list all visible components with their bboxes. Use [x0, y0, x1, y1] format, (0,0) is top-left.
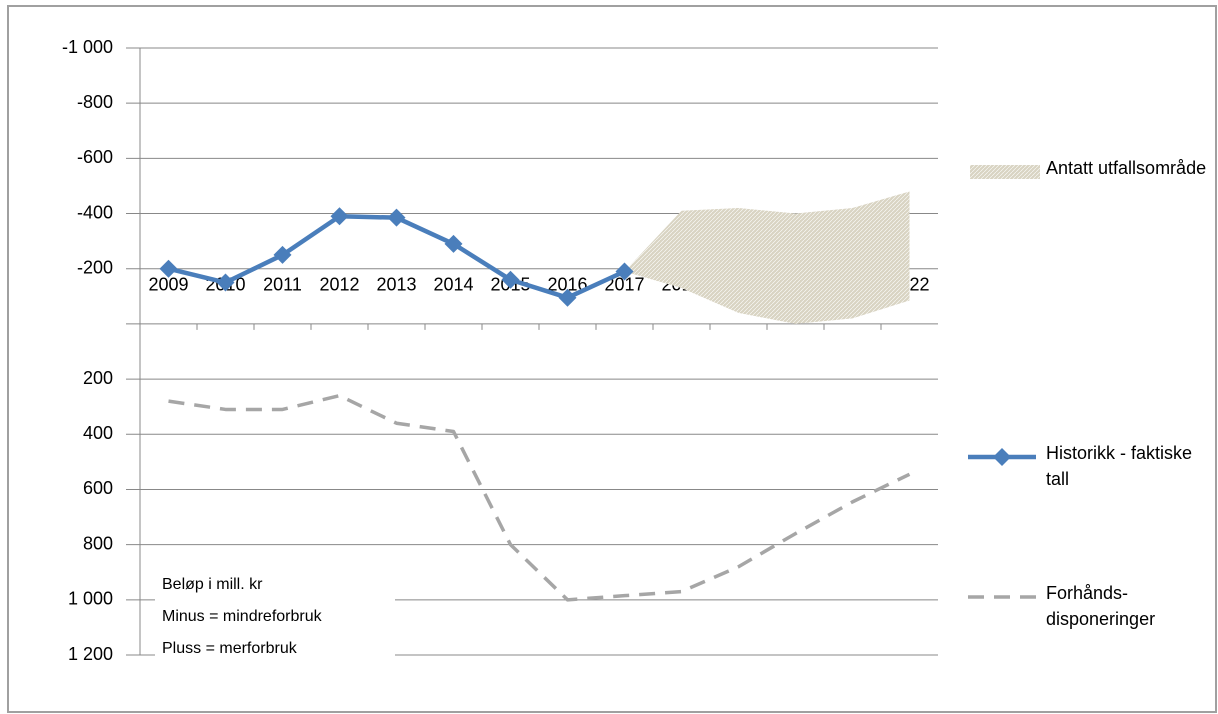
x-tick-label: 2014	[433, 275, 473, 295]
marker	[273, 245, 292, 264]
y-tick-label: 200	[83, 368, 113, 388]
marker	[330, 207, 349, 226]
annotation: Beløp i mill. kr	[162, 576, 263, 593]
marker	[501, 270, 520, 289]
marker	[387, 208, 406, 227]
x-tick-label: 2009	[148, 275, 188, 295]
legend-label: Antatt utfallsområde	[1046, 158, 1207, 178]
y-tick-label: 400	[83, 423, 113, 443]
marker	[216, 273, 235, 292]
y-tick-label: 600	[83, 478, 113, 498]
annotation-box	[155, 568, 395, 666]
x-tick-label: 2013	[376, 275, 416, 295]
y-tick-label: -600	[77, 147, 113, 167]
legend-label: Historikk - faktiske tall	[1046, 443, 1193, 489]
annotation: Minus = mindreforbruk	[162, 608, 323, 625]
y-tick-label: -400	[77, 202, 113, 222]
marker	[159, 259, 178, 278]
x-tick-label: 2017	[604, 275, 644, 295]
legend-label: Forhånds-disponeringer	[1046, 583, 1156, 629]
y-tick-label: 1 000	[68, 589, 113, 609]
x-tick-label: 2012	[319, 275, 359, 295]
y-tick-label: 800	[83, 533, 113, 553]
x-tick-label: 2011	[263, 275, 302, 295]
y-tick-label: -800	[77, 92, 113, 112]
y-tick-label: 1 200	[68, 644, 113, 664]
legend-swatch	[970, 165, 1040, 179]
x-tick-label: 2016	[547, 275, 587, 295]
y-tick-label: -1 000	[62, 37, 113, 57]
marker	[558, 288, 577, 307]
series-line	[168, 393, 911, 602]
legend-marker	[993, 448, 1011, 466]
marker	[615, 262, 634, 281]
annotation: Pluss = merforbruk	[162, 640, 298, 657]
marker	[444, 234, 463, 253]
range-area	[624, 191, 910, 324]
y-tick-label: -200	[77, 257, 113, 277]
